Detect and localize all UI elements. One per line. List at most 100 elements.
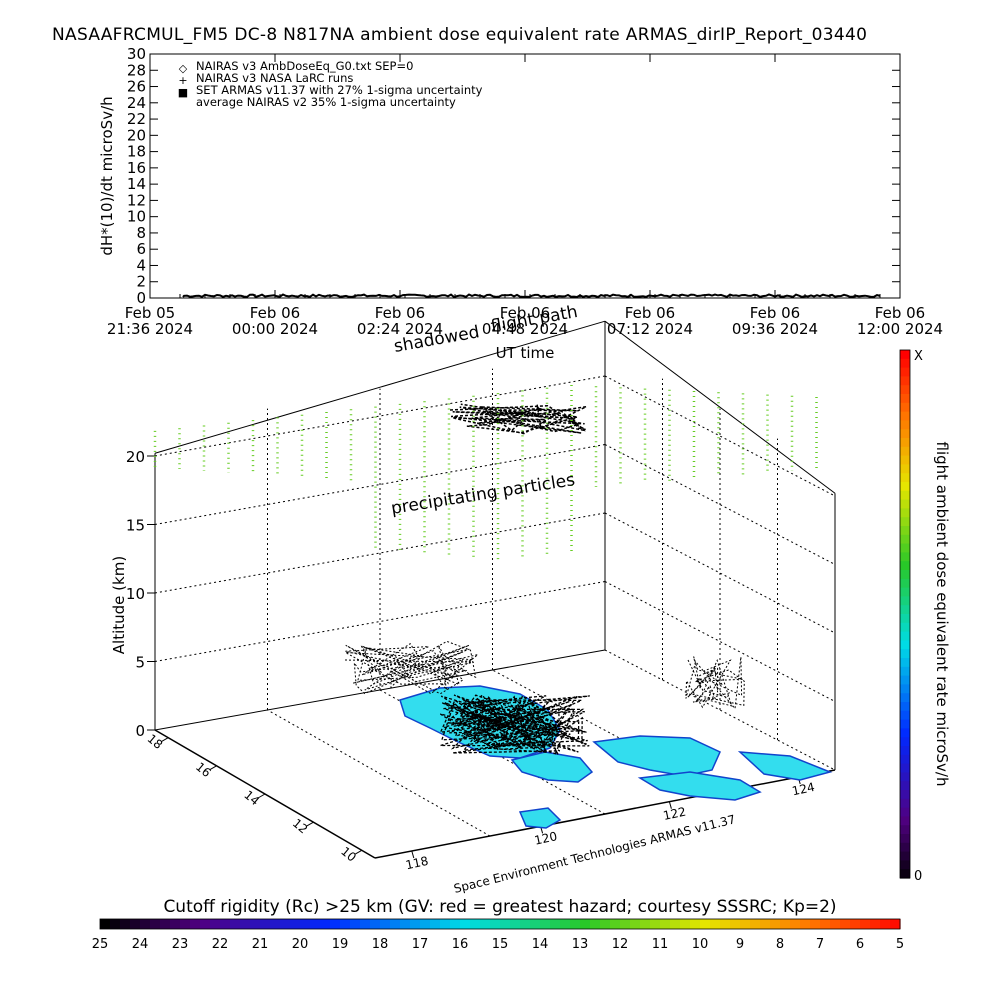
land-mass [510, 751, 594, 783]
y-tick-label: 18 [127, 143, 146, 161]
y-tick-label: 20 [127, 126, 146, 144]
x-tick-label-time: 07:12 2024 [607, 320, 693, 338]
legend-symbol: + [178, 74, 187, 87]
colorbar-swatch [900, 482, 910, 492]
rigidity-swatch [430, 919, 441, 929]
rigidity-swatch [510, 919, 521, 929]
y-tick-label: 2 [136, 273, 146, 291]
colorbar-swatch [900, 420, 910, 430]
z-tick-label: 5 [135, 654, 145, 672]
legend-symbol: ◇ [179, 62, 188, 75]
lon-tick-label: 118 [404, 854, 429, 872]
shadow-left-wall [344, 640, 479, 695]
y-tick-label: 0 [136, 289, 146, 307]
legend-label: SET ARMAS v11.37 with 27% 1-sigma uncert… [196, 83, 483, 97]
land-mass [592, 735, 721, 777]
rigidity-swatch [160, 919, 171, 929]
y-tick-label: 4 [136, 256, 146, 274]
colorbar-swatch [900, 429, 910, 439]
legend-label: NAIRAS v3 AmbDoseEq_G0.txt SEP=0 [196, 59, 413, 73]
colorbar-swatch [900, 358, 910, 369]
y-tick-label: 16 [127, 159, 146, 177]
rigidity-tick-label: 19 [332, 937, 349, 952]
colorbar-swatch [900, 719, 910, 729]
rigidity-swatch [390, 919, 401, 929]
rigidity-swatch [380, 919, 391, 929]
rigidity-swatch [770, 919, 781, 929]
lon-tick-label: 124 [791, 780, 816, 798]
floor-grid-line [492, 669, 721, 793]
colorbar-swatch [900, 570, 910, 580]
rigidity-swatch [150, 919, 161, 929]
colorbar-swatch [900, 710, 910, 721]
rigidity-swatch [310, 919, 321, 929]
colorbar-swatch [900, 693, 910, 703]
rigidity-tick-label: 24 [132, 937, 149, 952]
rigidity-swatch [490, 919, 501, 929]
x-tick-label-date: Feb 06 [625, 304, 675, 322]
credit-text: Space Environment Technologies ARMAS v11… [452, 812, 736, 896]
colorbar-swatch [900, 517, 910, 527]
lat-tick [306, 821, 314, 827]
lon-tick [668, 801, 672, 809]
rigidity-swatch [140, 919, 151, 929]
y-tick-label: 28 [127, 61, 146, 79]
rigidity-swatch [460, 919, 471, 929]
colorbar-swatch [900, 860, 910, 870]
colorbar-axis-label: flight ambient dose equivalent rate micr… [933, 442, 951, 787]
rigidity-swatch [850, 919, 861, 929]
colorbar-swatch [900, 825, 910, 835]
colorbar-frame [899, 349, 911, 879]
rigidity-swatch [760, 919, 771, 929]
flight-track-ground [439, 694, 590, 756]
rigidity-tick-label: 18 [372, 937, 389, 952]
colorbar-swatch [900, 640, 910, 650]
colorbar-swatch [900, 649, 910, 659]
colorbar-swatch [900, 385, 910, 395]
colorbar-swatch [900, 350, 910, 360]
rigidity-swatch [110, 919, 121, 929]
rigidity-swatch [360, 919, 371, 929]
wall-left-top [154, 320, 606, 454]
rigidity-swatch [670, 919, 681, 929]
rigidity-swatch [700, 919, 711, 929]
dose-colorbar: X 0 flight ambient dose equivalent rate mi… [899, 349, 951, 884]
wall-grid-line [154, 444, 606, 525]
x-tick-label-date: Feb 06 [250, 304, 300, 322]
colorbar-swatch [900, 473, 910, 483]
rigidity-swatch [600, 919, 611, 929]
rigidity-swatch [450, 919, 461, 929]
colorbar-swatch [900, 728, 910, 738]
colorbar-swatch [900, 816, 910, 826]
rigidity-swatch [680, 919, 691, 929]
colorbar-swatch [900, 798, 910, 809]
z-axis-label: Altitude (km) [110, 556, 128, 654]
wall-grid-line [604, 581, 836, 702]
colorbar-swatch [900, 490, 910, 501]
rigidity-colorbar: Cutoff rigidity (Rc) >25 km (GV: red = g… [92, 897, 904, 952]
rigidity-swatch [270, 919, 281, 929]
colorbar-swatch [900, 790, 910, 800]
colorbar-swatch [900, 446, 910, 457]
colorbar-swatch [900, 508, 910, 518]
rigidity-tick-label: 13 [572, 937, 589, 952]
rigidity-swatch [630, 919, 641, 929]
rigidity-swatch [170, 919, 181, 929]
colorbar-swatch [900, 394, 910, 404]
rigidity-swatch [660, 919, 671, 929]
rigidity-swatch [870, 919, 881, 929]
rigidity-swatch [300, 919, 311, 929]
rigidity-swatch [710, 919, 721, 929]
y-tick-label: 8 [136, 224, 146, 242]
rigidity-tick-label: 23 [172, 937, 189, 952]
colorbar-swatch [900, 561, 910, 571]
rigidity-swatch [530, 919, 541, 929]
colorbar-swatch [900, 605, 910, 615]
colorbar-swatch [900, 772, 910, 782]
rigidity-swatch [880, 919, 891, 929]
colorbar-swatch [900, 587, 910, 597]
rigidity-tick-label: 17 [412, 937, 429, 952]
rigidity-swatch [180, 919, 191, 929]
